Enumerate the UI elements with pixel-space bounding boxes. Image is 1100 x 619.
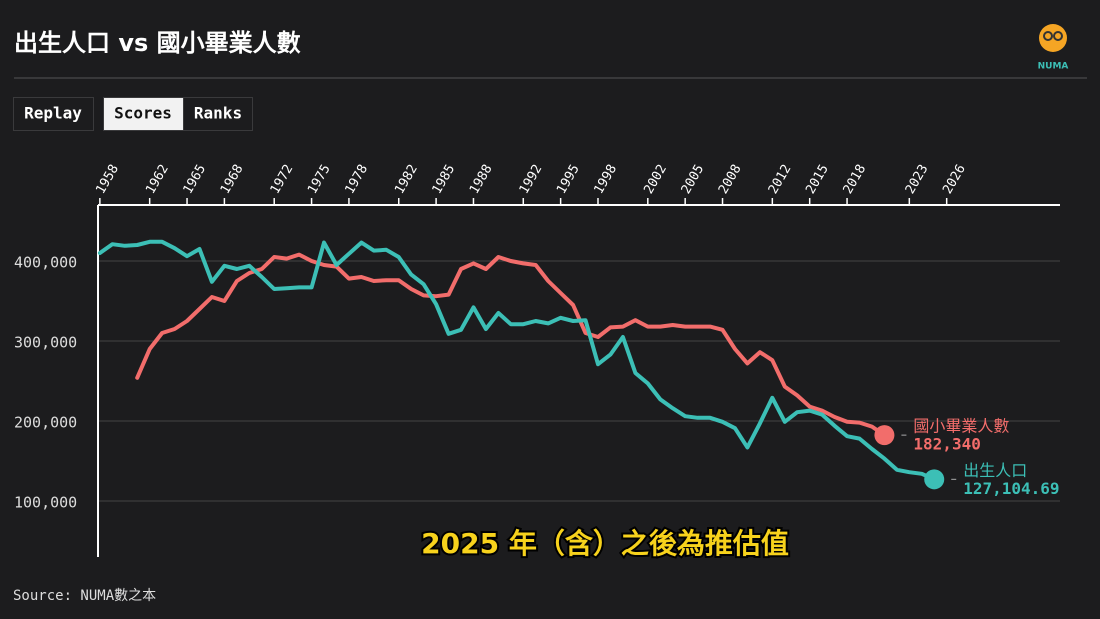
button[interactable] — [183, 97, 253, 131]
logo-icon — [1039, 24, 1067, 52]
x-tick-label: 2018 — [841, 162, 870, 197]
series-line — [97, 239, 937, 482]
x-tick-label: 1985 — [430, 162, 459, 197]
x-tick-label: 2008 — [716, 162, 745, 197]
x-tick-label: 1975 — [305, 162, 334, 197]
x-tick-label: 2012 — [766, 162, 795, 197]
button[interactable] — [103, 97, 184, 131]
end-dot — [924, 469, 945, 490]
x-tick-label: 1965 — [181, 162, 210, 197]
source: Source: NUMA數之本 — [13, 588, 156, 604]
x-tick-label: 2005 — [679, 162, 708, 197]
end-dot — [874, 425, 895, 446]
button-label[interactable]: Ranks — [194, 104, 242, 123]
x-tick-label: 1978 — [342, 162, 371, 197]
y-tick-label: 400,000 — [14, 254, 77, 272]
y-tick-label: 200,000 — [14, 414, 77, 432]
x-tick-label: 2023 — [903, 162, 932, 197]
series-name: 出生人口 — [963, 461, 1027, 480]
logo-eye — [1053, 31, 1063, 41]
y-tick-label: 300,000 — [14, 334, 77, 352]
x-tick-label: 1982 — [392, 162, 421, 197]
x-tick-label: 1968 — [218, 162, 247, 197]
button-label[interactable]: Scores — [114, 104, 172, 123]
x-tick-label: 1988 — [467, 162, 496, 197]
x-tick-label: 1972 — [268, 162, 297, 197]
x-tick-label: 2026 — [940, 162, 969, 197]
value-label: 127,104.69 — [963, 479, 1059, 498]
title: 出生人口 vs 國小畢業人數 — [14, 29, 301, 57]
value-label: 182,340 — [913, 435, 980, 454]
y-tick-label: 100,000 — [14, 494, 77, 512]
x-tick-label: 2015 — [803, 162, 832, 197]
caption: 2025 年（含）之後為推估值 — [421, 527, 789, 560]
x-tick-label: 2002 — [641, 162, 670, 197]
x-tick-label: 1998 — [591, 162, 620, 197]
logo-eye — [1043, 31, 1053, 41]
button[interactable] — [13, 97, 94, 131]
x-tick-label: 1995 — [554, 162, 583, 197]
x-tick-label: 1992 — [517, 162, 546, 197]
plot: 100,000 200,000 300,000 400,000 1958 1962 1965… — [14, 162, 1060, 557]
button-label[interactable]: Replay — [24, 104, 82, 123]
x-tick-label: 1958 — [93, 162, 122, 197]
logo-text: NUMA — [1038, 62, 1069, 72]
series-line — [135, 252, 887, 438]
series-name: 國小畢業人數 — [913, 417, 1009, 436]
x-tick-label: 1962 — [143, 162, 172, 197]
